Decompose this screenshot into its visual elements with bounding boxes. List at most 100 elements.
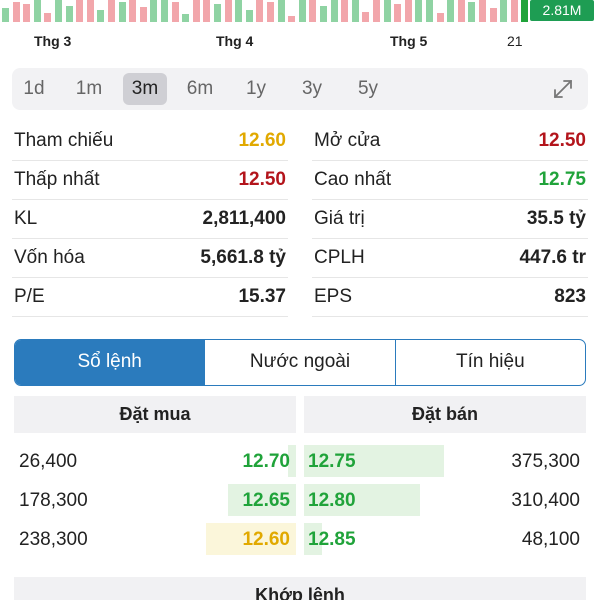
bid-qty: 238,300 bbox=[19, 529, 88, 550]
stat-label: Vốn hóa bbox=[14, 247, 85, 268]
volume-bar bbox=[510, 0, 518, 22]
order-book-row: 178,300 12.65 12.80 310,400 bbox=[14, 482, 586, 521]
volume-bar bbox=[373, 0, 380, 22]
tab-signals[interactable]: Tín hiệu bbox=[394, 340, 585, 385]
ask-qty: 310,400 bbox=[511, 490, 580, 511]
volume-bar bbox=[55, 0, 62, 22]
stat-value: 12.50 bbox=[538, 130, 586, 151]
buy-header: Đặt mua bbox=[14, 396, 296, 433]
timeframe-3m[interactable]: 3m bbox=[123, 73, 167, 105]
volume-bar bbox=[426, 0, 433, 22]
volume-bar bbox=[447, 0, 455, 22]
volume-bar bbox=[436, 13, 444, 22]
ask-depth-bar bbox=[304, 484, 420, 516]
bid-depth-bar bbox=[228, 484, 296, 516]
bid-depth-bar bbox=[288, 445, 296, 477]
month-label-mar: Thg 3 bbox=[34, 33, 72, 49]
stat-label: Giá trị bbox=[314, 208, 365, 229]
stat-label: KL bbox=[14, 208, 38, 229]
bid-price[interactable]: 12.60 bbox=[242, 529, 290, 550]
volume-bar bbox=[214, 4, 221, 22]
stat-value: 12.50 bbox=[238, 169, 286, 190]
volume-bar bbox=[521, 0, 529, 22]
volume-bar bbox=[404, 0, 412, 22]
volume-bar bbox=[256, 0, 264, 22]
month-label-apr: Thg 4 bbox=[216, 33, 254, 49]
stat-value: 15.37 bbox=[238, 286, 286, 307]
stat-value: 35.5 tỷ bbox=[526, 208, 586, 229]
volume-badge: 2.81M bbox=[530, 0, 594, 21]
volume-bar bbox=[330, 0, 338, 22]
ask-qty: 375,300 bbox=[511, 451, 580, 472]
volume-bar bbox=[479, 0, 486, 22]
timeframe-1y[interactable]: 1y bbox=[245, 78, 267, 99]
volume-bar bbox=[12, 2, 20, 22]
volume-bar bbox=[267, 2, 274, 22]
volume-bar bbox=[277, 0, 285, 22]
volume-bar bbox=[129, 0, 137, 22]
stat-value: 823 bbox=[554, 286, 586, 307]
stat-value: 12.75 bbox=[538, 169, 586, 190]
volume-bar bbox=[500, 0, 508, 22]
bid-price[interactable]: 12.65 bbox=[242, 490, 290, 511]
volume-bar bbox=[457, 0, 465, 22]
ask-depth-bar bbox=[304, 445, 444, 477]
volume-bar bbox=[288, 16, 296, 22]
stat-high-price: Cao nhất 12.75 bbox=[312, 161, 588, 200]
stat-value-traded: Giá trị 35.5 tỷ bbox=[312, 200, 588, 239]
volume-bar bbox=[341, 0, 349, 22]
volume-bar bbox=[171, 2, 179, 22]
timeframe-5y[interactable]: 5y bbox=[357, 78, 379, 99]
ask-price[interactable]: 12.85 bbox=[308, 529, 356, 550]
order-book-row: 238,300 12.60 12.85 48,100 bbox=[14, 521, 586, 560]
volume-bar bbox=[76, 0, 84, 22]
stat-low-price: Thấp nhất 12.50 bbox=[12, 161, 288, 200]
bid-qty: 26,400 bbox=[19, 451, 78, 472]
volume-bar bbox=[150, 0, 158, 22]
stat-label: Mở cửa bbox=[314, 130, 381, 151]
volume-bar bbox=[118, 2, 126, 22]
timeframe-6m[interactable]: 6m bbox=[186, 78, 214, 99]
timeframe-3y[interactable]: 3y bbox=[301, 78, 323, 99]
tab-foreign[interactable]: Nước ngoài bbox=[204, 340, 394, 385]
stat-label: EPS bbox=[314, 286, 353, 307]
stat-shares-outstanding: CPLH 447.6 tr bbox=[312, 239, 588, 278]
tab-order-book[interactable]: Sổ lệnh bbox=[15, 340, 205, 385]
stat-value: 2,811,400 bbox=[202, 208, 286, 229]
volume-bar bbox=[245, 10, 253, 22]
volume-bar bbox=[161, 0, 168, 22]
volume-bar bbox=[468, 2, 476, 22]
stat-value: 5,661.8 tỷ bbox=[200, 247, 286, 268]
stat-ref-price: Tham chiếu 12.60 bbox=[12, 122, 288, 161]
timeframe-selector: 1d 1m 3m 6m 1y 3y 5y bbox=[12, 68, 588, 110]
ask-price[interactable]: 12.75 bbox=[308, 451, 356, 472]
volume-bar bbox=[224, 0, 232, 22]
volume-bar bbox=[309, 0, 317, 22]
bid-price[interactable]: 12.70 bbox=[242, 451, 290, 472]
volume-bar bbox=[44, 13, 52, 22]
stat-label: P/E bbox=[14, 286, 45, 307]
stat-label: CPLH bbox=[314, 247, 365, 268]
volume-bar bbox=[97, 10, 105, 22]
volume-bar bbox=[298, 0, 306, 22]
bid-qty: 178,300 bbox=[19, 490, 88, 511]
stat-label: Tham chiếu bbox=[14, 130, 114, 151]
volume-bar bbox=[489, 8, 497, 22]
detail-tabs: Sổ lệnh Nước ngoài Tín hiệu bbox=[14, 339, 586, 386]
day-label: 21 bbox=[507, 33, 523, 49]
timeframe-1d[interactable]: 1d bbox=[23, 78, 45, 99]
ask-depth-bar bbox=[304, 523, 322, 555]
ask-qty: 48,100 bbox=[521, 529, 580, 550]
volume-bar bbox=[2, 8, 9, 22]
volume-bar bbox=[394, 4, 402, 22]
volume-bar bbox=[182, 14, 190, 22]
expand-icon[interactable] bbox=[550, 76, 576, 102]
ask-price[interactable]: 12.80 bbox=[308, 490, 356, 511]
volume-bar bbox=[351, 0, 359, 22]
volume-bar bbox=[320, 6, 327, 22]
timeframe-1m[interactable]: 1m bbox=[75, 78, 103, 99]
volume-bar bbox=[139, 7, 147, 22]
volume-bars bbox=[0, 0, 600, 22]
stat-label: Cao nhất bbox=[314, 169, 392, 190]
stat-label: Thấp nhất bbox=[14, 169, 100, 190]
